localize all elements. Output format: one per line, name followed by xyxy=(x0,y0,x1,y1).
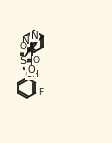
Text: F: F xyxy=(38,88,43,97)
Text: S: S xyxy=(19,56,26,66)
Text: N: N xyxy=(22,36,30,46)
Text: O: O xyxy=(28,65,36,75)
Text: OH: OH xyxy=(25,70,39,79)
Text: N: N xyxy=(31,31,39,41)
Text: O: O xyxy=(33,56,40,65)
Text: O: O xyxy=(19,42,26,51)
